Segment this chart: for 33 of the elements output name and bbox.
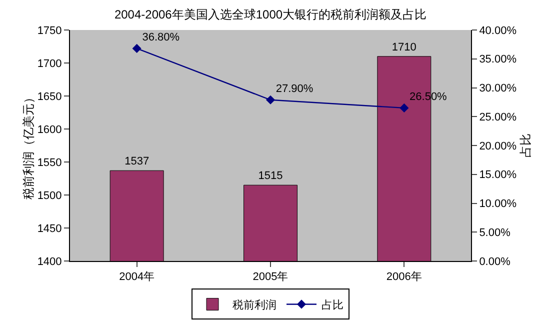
x-tick-label: 2004年 — [119, 271, 155, 284]
point — [266, 95, 276, 104]
y-tick-label: 1600 — [37, 124, 62, 136]
y-tick-label: 1700 — [37, 58, 62, 70]
y2-tick-label: 25.00% — [479, 111, 517, 124]
data-label: 1710 — [392, 41, 416, 54]
data-label: 36.80% — [142, 31, 180, 44]
y-tick-label: 1500 — [37, 190, 62, 202]
y2-tick-label: 5.00% — [479, 226, 511, 239]
chart-title: 2004-2006年美国入选全球1000大银行的税前利润额及占比 — [114, 7, 427, 22]
y2-tick-label: 40.00% — [479, 24, 517, 37]
y-tick-label: 1550 — [37, 156, 62, 169]
y2-axis-title: 占比 — [518, 134, 533, 158]
y2-tick-label: 20.00% — [479, 140, 517, 152]
y2-tick-label: 30.00% — [479, 82, 517, 95]
data-label: 1537 — [124, 156, 150, 168]
x-tick-label: 2005年 — [252, 271, 288, 284]
legend-label: 税前利润 — [232, 298, 276, 312]
y2-tick-label: 35.00% — [479, 54, 517, 66]
y2-tick-label: 10.00% — [479, 198, 517, 210]
y-tick-label: 1750 — [37, 24, 62, 37]
x-tick-label: 2006年 — [386, 271, 422, 284]
y-axis-title: 税前利润（亿美元） — [21, 92, 36, 200]
data-label: 1515 — [258, 170, 283, 182]
y2-tick-label: 15.00% — [479, 169, 517, 182]
legend-label: 占比 — [322, 298, 344, 312]
point — [132, 44, 142, 54]
data-label: 27.90% — [276, 82, 314, 95]
y-tick-label: 1400 — [37, 256, 62, 268]
y2-tick-label: 0.00% — [479, 256, 511, 268]
point — [400, 103, 409, 113]
y-tick-label: 1450 — [37, 222, 62, 235]
y-tick-label: 1650 — [37, 90, 62, 103]
